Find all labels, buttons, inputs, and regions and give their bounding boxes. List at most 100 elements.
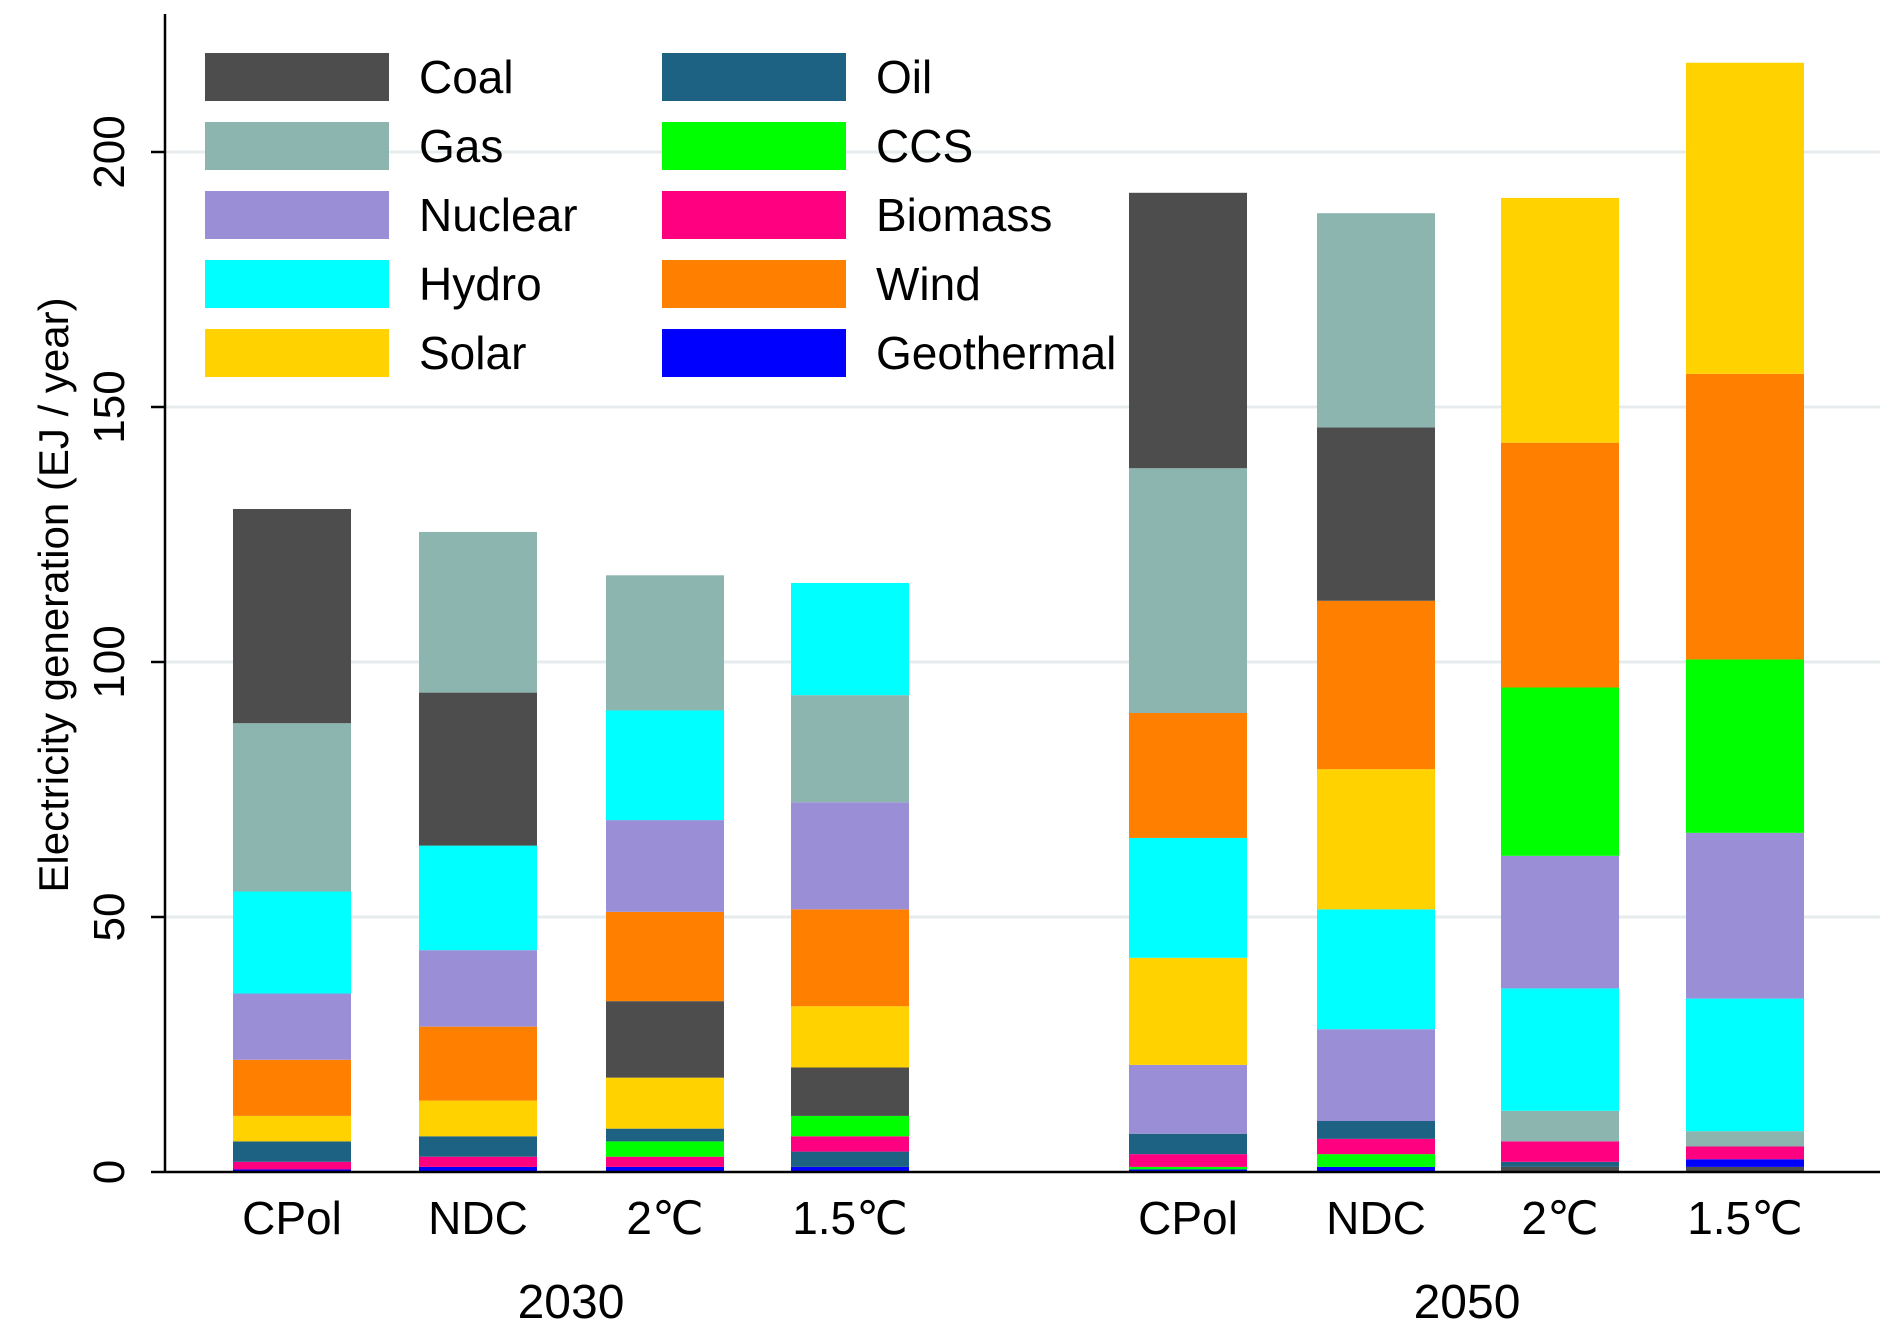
bar-segment-oil: [1317, 1121, 1435, 1139]
bar-segment-gas: [419, 531, 537, 693]
stacked-bar: [791, 582, 909, 1172]
bar-segment-gas: [1317, 213, 1435, 428]
bar-segment-solar: [1317, 769, 1435, 910]
legend-item: Gas: [205, 120, 503, 172]
y-tick-label: 200: [85, 115, 134, 188]
bar-segment-hydro: [791, 582, 909, 696]
bar-segment-ccs: [791, 1115, 909, 1137]
bar-segment-wind: [1686, 373, 1804, 660]
bar-segment-nuclear: [791, 802, 909, 910]
bar-segment-wind: [1317, 600, 1435, 770]
legend-swatch: [205, 260, 389, 308]
legend-item: Coal: [205, 51, 514, 103]
bar-segment-coal: [1317, 427, 1435, 601]
bar-segment-wind: [419, 1026, 537, 1101]
legend-swatch: [662, 260, 846, 308]
stacked-bar: [1686, 62, 1804, 1172]
legend-label: Solar: [419, 327, 526, 379]
legend-label: Nuclear: [419, 189, 578, 241]
bar-segment-coal: [1129, 192, 1247, 469]
bar-segment-oil: [606, 1128, 724, 1142]
bar-segment-ccs: [606, 1141, 724, 1157]
bar-segment-wind: [1501, 442, 1619, 688]
bar-segment-coal: [419, 692, 537, 846]
bar-segment-biomass: [1501, 1141, 1619, 1162]
bar-segment-hydro: [419, 845, 537, 951]
bar-segment-gas: [1501, 1110, 1619, 1142]
x-group-label: 2050: [1414, 1276, 1521, 1329]
x-category-label: 1.5℃: [792, 1192, 908, 1244]
stacked-bar: [1129, 192, 1247, 1172]
bar-segment-gas: [1129, 468, 1247, 713]
bar-segment-nuclear: [1317, 1029, 1435, 1121]
bar-segment-solar: [791, 1006, 909, 1068]
bar-segment-geothermal: [1686, 1159, 1804, 1167]
bar-segment-biomass: [791, 1136, 909, 1152]
legend-item: Geothermal: [662, 327, 1116, 379]
legend-swatch: [205, 122, 389, 170]
bar-segment-nuclear: [233, 993, 351, 1060]
stacked-bar: [1501, 197, 1619, 1172]
legend-label: Wind: [876, 258, 981, 310]
bar-segment-solar: [419, 1100, 537, 1137]
bar-segment-oil: [791, 1151, 909, 1167]
bar-segment-coal: [606, 1001, 724, 1078]
bar-segment-solar: [1501, 197, 1619, 443]
legend-item: Hydro: [205, 258, 542, 310]
bars: [233, 62, 1804, 1172]
bar-segment-geothermal: [791, 1166, 909, 1172]
stacked-bar: [419, 531, 537, 1172]
bar-segment-coal: [1686, 1166, 1804, 1172]
bar-segment-geothermal: [419, 1166, 537, 1172]
bar-segment-biomass: [1686, 1146, 1804, 1160]
bar-segment-geothermal: [1129, 1169, 1247, 1172]
bar-segment-wind: [606, 911, 724, 1002]
legend-swatch: [662, 191, 846, 239]
x-category-label: CPol: [1138, 1192, 1238, 1244]
bar-segment-coal: [1501, 1166, 1619, 1172]
legend: Coal Gas Nuclear Hydro Solar Oil CCS Biomass Win…: [205, 51, 1116, 379]
bar-segment-hydro: [606, 710, 724, 821]
legend-swatch: [205, 191, 389, 239]
legend-swatch: [662, 329, 846, 377]
legend-swatch: [662, 122, 846, 170]
bar-segment-geothermal: [606, 1166, 724, 1172]
y-tick-label: 50: [85, 893, 134, 942]
y-axis-ticks: 0 50 100 150 200: [85, 115, 165, 1184]
bar-segment-wind: [791, 909, 909, 1007]
legend-item: Wind: [662, 258, 981, 310]
x-category-label: 1.5℃: [1687, 1192, 1803, 1244]
bar-segment-gas: [233, 723, 351, 892]
bar-segment-biomass: [606, 1156, 724, 1167]
bar-segment-nuclear: [1129, 1064, 1247, 1134]
x-axis-labels: CPol NDC 2℃ 1.5℃ 2030 CPol NDC 2℃ 1.5℃ 2050: [242, 1192, 1803, 1329]
legend-swatch: [662, 53, 846, 101]
legend-label: Geothermal: [876, 327, 1116, 379]
bar-segment-hydro: [1686, 998, 1804, 1132]
x-category-label: 2℃: [1521, 1192, 1598, 1244]
legend-item: Biomass: [662, 189, 1052, 241]
bar-segment-solar: [1686, 62, 1804, 374]
bar-segment-solar: [233, 1115, 351, 1142]
legend-item: Solar: [205, 327, 526, 379]
bar-segment-hydro: [1501, 988, 1619, 1111]
bar-segment-biomass: [1129, 1154, 1247, 1167]
bar-segment-gas: [791, 695, 909, 803]
bar-segment-oil: [1501, 1161, 1619, 1167]
bar-segment-geothermal: [1317, 1166, 1435, 1172]
x-group-label: 2030: [518, 1276, 625, 1329]
bar-segment-solar: [606, 1077, 724, 1129]
bar-segment-ccs: [1686, 659, 1804, 833]
bar-segment-hydro: [233, 891, 351, 994]
legend-item: CCS: [662, 120, 973, 172]
bar-segment-oil: [419, 1136, 537, 1157]
bar-segment-gas: [606, 575, 724, 711]
stacked-bar: [1317, 213, 1435, 1172]
legend-label: Oil: [876, 51, 932, 103]
bar-segment-geothermal: [233, 1169, 351, 1172]
bar-segment-biomass: [233, 1161, 351, 1170]
bar-segment-ccs: [1129, 1166, 1247, 1170]
x-category-label: CPol: [242, 1192, 342, 1244]
y-axis-title: Electricity generation (EJ / year): [30, 297, 77, 892]
bar-segment-ccs: [1317, 1154, 1435, 1167]
